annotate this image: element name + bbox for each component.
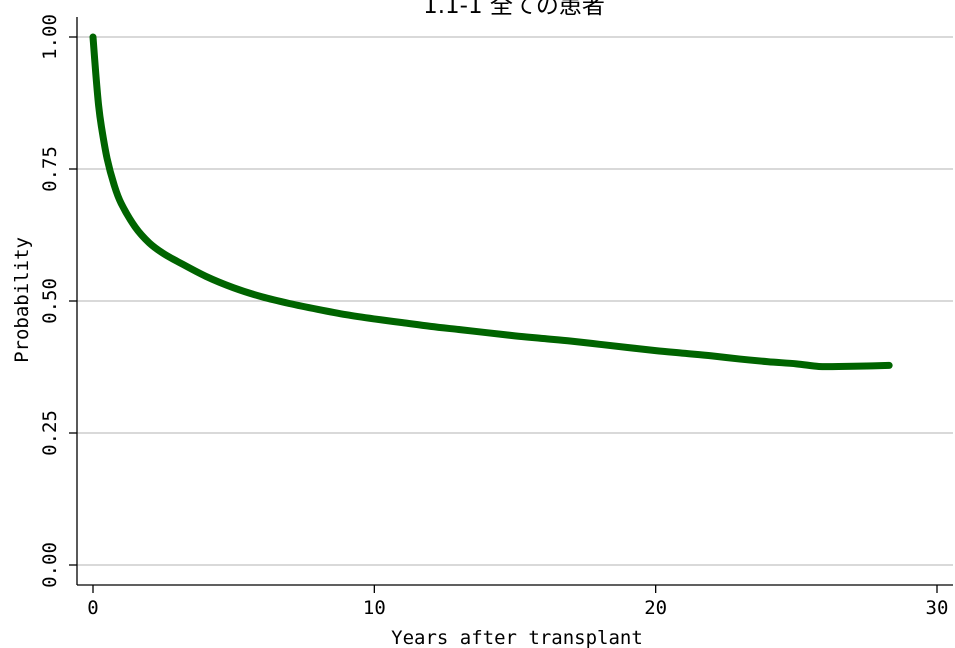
data-point xyxy=(887,363,891,367)
y-tick-label: 0.50 xyxy=(39,278,61,324)
x-tick-label: 10 xyxy=(363,597,386,619)
y-tick-label: 0.25 xyxy=(39,410,61,456)
data-point xyxy=(569,339,573,343)
data-point xyxy=(175,259,179,263)
data-point xyxy=(400,321,404,325)
grid xyxy=(77,36,953,566)
data-point xyxy=(372,317,376,321)
data-point xyxy=(837,364,841,368)
data-point xyxy=(133,225,137,229)
data-point xyxy=(794,362,798,366)
series-layer xyxy=(89,33,893,371)
data-point xyxy=(161,251,165,255)
axes: 0.00 0.25 0.50 0.75 1.00 0 10 20 30 xyxy=(39,14,953,619)
data-point xyxy=(147,241,151,245)
data-point xyxy=(91,35,95,39)
data-point xyxy=(344,313,348,317)
data-point xyxy=(99,125,103,129)
data-point xyxy=(112,183,116,187)
chart-title: 1.1-1 全ての患者 xyxy=(423,0,605,19)
data-point xyxy=(94,72,98,76)
y-tick-label: 1.00 xyxy=(39,14,61,60)
data-point xyxy=(97,104,101,108)
x-tick-label: 0 xyxy=(87,597,98,619)
data-point xyxy=(316,307,320,311)
y-tick-label: 0.00 xyxy=(39,542,61,588)
data-point xyxy=(513,334,517,338)
data-point xyxy=(119,201,123,205)
data-point xyxy=(710,354,714,358)
y-axis-label: Probability xyxy=(11,237,33,363)
data-point xyxy=(865,364,869,368)
data-point xyxy=(457,328,461,332)
data-point xyxy=(204,274,208,278)
data-point xyxy=(626,345,630,349)
data-point xyxy=(738,357,742,361)
x-tick-label: 20 xyxy=(644,597,667,619)
data-point xyxy=(485,331,489,335)
x-tick-label: 30 xyxy=(926,597,949,619)
data-point xyxy=(429,324,433,328)
y-tick-label: 0.75 xyxy=(39,146,61,192)
data-point xyxy=(105,156,109,160)
data-point xyxy=(766,360,770,364)
data-point xyxy=(682,351,686,355)
data-point xyxy=(288,302,292,306)
data-point xyxy=(541,336,545,340)
data-point xyxy=(597,342,601,346)
data-point xyxy=(817,364,821,368)
data-point xyxy=(232,286,236,290)
data-point xyxy=(654,349,658,353)
data-point xyxy=(260,295,264,299)
x-axis-label: Years after transplant xyxy=(391,627,643,648)
